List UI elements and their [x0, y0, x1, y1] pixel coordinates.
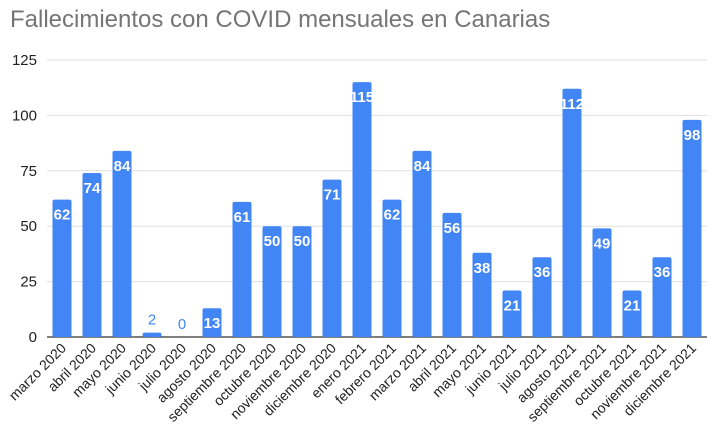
- data-label: 49: [594, 235, 611, 252]
- bar: [442, 212, 462, 337]
- data-label: 21: [504, 297, 521, 314]
- bar: [532, 257, 552, 337]
- bar: [502, 290, 522, 337]
- data-label: 112: [560, 96, 584, 113]
- bar: [232, 201, 252, 337]
- chart-title: Fallecimientos con COVID mensuales en Ca…: [10, 6, 551, 33]
- bar: [412, 150, 432, 337]
- data-label: 13: [204, 315, 221, 332]
- data-label: 21: [624, 297, 641, 314]
- bar: [142, 332, 162, 337]
- data-label: 115: [350, 89, 374, 106]
- data-label: 2: [148, 312, 156, 329]
- bar: [562, 88, 582, 337]
- bar: [262, 226, 282, 337]
- bar: [202, 308, 222, 337]
- bar: [652, 257, 672, 337]
- bar: [352, 82, 372, 337]
- y-tick-label: 25: [20, 274, 37, 291]
- y-tick-label: 125: [12, 52, 37, 69]
- y-tick-label: 0: [29, 329, 37, 346]
- data-label: 71: [324, 187, 341, 204]
- bar: [622, 290, 642, 337]
- bar: [472, 252, 492, 337]
- data-label: 36: [654, 264, 671, 281]
- data-label: 36: [534, 264, 551, 281]
- data-label: 50: [264, 233, 281, 250]
- bar: [592, 228, 612, 337]
- data-label: 0: [178, 316, 186, 333]
- data-label: 38: [474, 260, 491, 277]
- bar: [292, 226, 312, 337]
- bar: [82, 173, 102, 337]
- data-label: 62: [384, 207, 401, 224]
- bar: [382, 199, 402, 337]
- data-label: 84: [114, 158, 131, 175]
- data-label: 84: [414, 158, 431, 175]
- y-tick-label: 75: [20, 163, 37, 180]
- data-label: 56: [444, 220, 461, 237]
- data-label: 62: [54, 207, 71, 224]
- bar: [52, 199, 72, 337]
- bar: [322, 179, 342, 337]
- bar: [682, 119, 702, 337]
- data-label: 50: [294, 233, 311, 250]
- data-label: 98: [684, 127, 701, 144]
- y-tick-label: 50: [20, 218, 37, 235]
- data-label: 74: [84, 180, 101, 197]
- bar: [112, 150, 132, 337]
- data-label: 61: [234, 209, 251, 226]
- y-tick-label: 100: [12, 107, 37, 124]
